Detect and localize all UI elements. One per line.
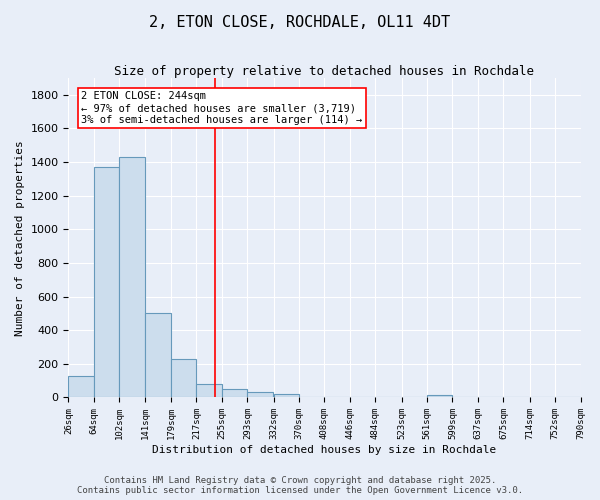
Bar bbox=[171, 359, 196, 398]
Text: Contains HM Land Registry data © Crown copyright and database right 2025.
Contai: Contains HM Land Registry data © Crown c… bbox=[77, 476, 523, 495]
Bar bbox=[427, 395, 452, 398]
Bar bbox=[119, 157, 145, 398]
Text: 2 ETON CLOSE: 244sqm
← 97% of detached houses are smaller (3,719)
3% of semi-det: 2 ETON CLOSE: 244sqm ← 97% of detached h… bbox=[81, 92, 362, 124]
Bar bbox=[247, 392, 273, 398]
Bar bbox=[94, 167, 119, 398]
Y-axis label: Number of detached properties: Number of detached properties bbox=[15, 140, 25, 336]
Bar bbox=[222, 389, 247, 398]
Text: 2, ETON CLOSE, ROCHDALE, OL11 4DT: 2, ETON CLOSE, ROCHDALE, OL11 4DT bbox=[149, 15, 451, 30]
Bar bbox=[68, 376, 94, 398]
Bar bbox=[196, 384, 222, 398]
Title: Size of property relative to detached houses in Rochdale: Size of property relative to detached ho… bbox=[115, 65, 535, 78]
Bar bbox=[274, 394, 299, 398]
Bar bbox=[555, 396, 581, 398]
X-axis label: Distribution of detached houses by size in Rochdale: Distribution of detached houses by size … bbox=[152, 445, 497, 455]
Bar bbox=[145, 314, 171, 398]
